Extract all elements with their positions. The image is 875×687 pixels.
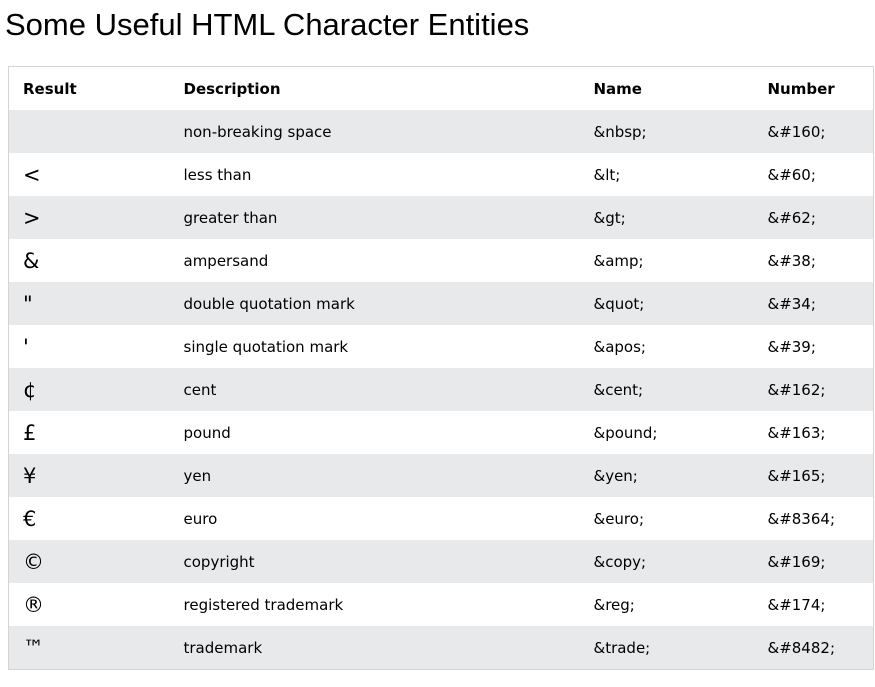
description-cell: double quotation mark bbox=[183, 295, 355, 313]
name-cell: &apos; bbox=[593, 338, 646, 356]
column-header-result: Result bbox=[8, 66, 170, 110]
name-cell: &copy; bbox=[593, 553, 647, 571]
name-cell: &euro; bbox=[593, 510, 645, 528]
result-cell: > bbox=[23, 206, 41, 230]
description-cell: yen bbox=[183, 467, 212, 485]
description-cell: euro bbox=[183, 510, 218, 528]
name-cell: &amp; bbox=[593, 252, 644, 270]
number-cell: &#60; bbox=[767, 166, 816, 184]
result-cell: " bbox=[23, 292, 33, 316]
name-cell: &gt; bbox=[593, 209, 626, 227]
description-cell: less than bbox=[183, 166, 252, 184]
number-cell: &#169; bbox=[767, 553, 826, 571]
result-cell: < bbox=[23, 163, 41, 187]
number-cell: &#160; bbox=[767, 123, 826, 141]
result-cell: ¥ bbox=[23, 464, 37, 488]
result-cell: & bbox=[23, 249, 40, 273]
entities-table: Result Description Name Number non-break… bbox=[8, 66, 874, 670]
number-cell: &#163; bbox=[767, 424, 826, 442]
description-cell: pound bbox=[183, 424, 231, 442]
number-cell: &#34; bbox=[767, 295, 816, 313]
result-cell: ' bbox=[23, 335, 29, 359]
table-row: > greater than &gt; &#62; bbox=[8, 196, 874, 239]
table-row: non-breaking space &nbsp; &#160; bbox=[8, 110, 874, 153]
description-cell: trademark bbox=[183, 639, 263, 657]
table-row: ¢ cent &cent; &#162; bbox=[8, 368, 874, 411]
table-row: £ pound &pound; &#163; bbox=[8, 411, 874, 454]
table-row: " double quotation mark &quot; &#34; bbox=[8, 282, 874, 325]
column-header-number: Number bbox=[753, 66, 874, 110]
number-cell: &#62; bbox=[767, 209, 816, 227]
table-row: ' single quotation mark &apos; &#39; bbox=[8, 325, 874, 368]
description-cell: registered trademark bbox=[183, 596, 344, 614]
result-cell: ¢ bbox=[23, 378, 37, 402]
description-cell: non-breaking space bbox=[183, 123, 332, 141]
result-cell bbox=[9, 110, 170, 153]
table-row: © copyright &copy; &#169; bbox=[8, 540, 874, 583]
table-row: € euro &euro; &#8364; bbox=[8, 497, 874, 540]
column-header-description: Description bbox=[169, 66, 580, 110]
number-cell: &#8482; bbox=[767, 639, 836, 657]
result-cell: £ bbox=[23, 421, 37, 445]
page-title: Some Useful HTML Character Entities bbox=[5, 7, 530, 42]
table-row: ® registered trademark &reg; &#174; bbox=[8, 583, 874, 626]
table-row: ¥ yen &yen; &#165; bbox=[8, 454, 874, 497]
number-cell: &#38; bbox=[767, 252, 816, 270]
description-cell: cent bbox=[183, 381, 217, 399]
number-cell: &#8364; bbox=[767, 510, 836, 528]
name-cell: &nbsp; bbox=[593, 123, 647, 141]
table-row: < less than &lt; &#60; bbox=[8, 153, 874, 196]
description-cell: ampersand bbox=[183, 252, 269, 270]
name-cell: &quot; bbox=[593, 295, 645, 313]
name-cell: &reg; bbox=[593, 596, 635, 614]
table-body: non-breaking space &nbsp; &#160; < less than… bbox=[8, 110, 874, 670]
name-cell: &lt; bbox=[593, 166, 621, 184]
number-cell: &#174; bbox=[767, 596, 826, 614]
number-cell: &#162; bbox=[767, 381, 826, 399]
name-cell: &cent; bbox=[593, 381, 644, 399]
description-cell: greater than bbox=[183, 209, 278, 227]
column-header-name: Name bbox=[579, 66, 754, 110]
table-row: & ampersand &amp; &#38; bbox=[8, 239, 874, 282]
name-cell: &trade; bbox=[593, 639, 651, 657]
result-cell: € bbox=[23, 507, 37, 531]
name-cell: &yen; bbox=[593, 467, 638, 485]
result-cell: © bbox=[23, 550, 44, 574]
result-cell: ™ bbox=[23, 636, 44, 660]
table-row: ™ trademark &trade; &#8482; bbox=[8, 626, 874, 670]
description-cell: single quotation mark bbox=[183, 338, 349, 356]
number-cell: &#39; bbox=[767, 338, 816, 356]
result-cell: ® bbox=[23, 593, 44, 617]
number-cell: &#165; bbox=[767, 467, 826, 485]
name-cell: &pound; bbox=[593, 424, 658, 442]
description-cell: copyright bbox=[183, 553, 255, 571]
table-header-row: Result Description Name Number bbox=[8, 66, 874, 110]
